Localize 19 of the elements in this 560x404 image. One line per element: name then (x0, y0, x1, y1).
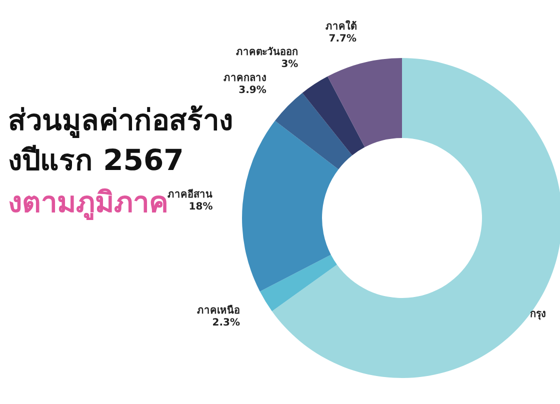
data-label: 2.3% (212, 317, 240, 328)
text: งตามภูมิภาค (8, 184, 168, 222)
slice-label: กรุง (530, 309, 546, 320)
data-label: 3.9% (238, 84, 266, 96)
slice-label: ภาคกลาง (223, 72, 266, 84)
slice-label: ภาคเหนือ (197, 304, 240, 316)
donut-slice (242, 120, 338, 292)
data-label: 3% (281, 58, 298, 70)
donut-slice (274, 92, 352, 170)
data-label: 18% (188, 201, 213, 212)
text: ส่วนมูลค่าก่อสร้าง งปีแรก 2567 (8, 102, 233, 179)
slice-label: ภาคอีสาน (168, 188, 213, 200)
slice-label: ภาคใต้ (325, 20, 356, 33)
donut-slice (302, 76, 365, 156)
data-label: 7.7% (328, 34, 356, 45)
slice-label: ภาคตะวันออก (236, 46, 298, 58)
donut-slice (328, 58, 402, 148)
donut-slice (272, 58, 560, 378)
donut-slice (260, 254, 337, 312)
